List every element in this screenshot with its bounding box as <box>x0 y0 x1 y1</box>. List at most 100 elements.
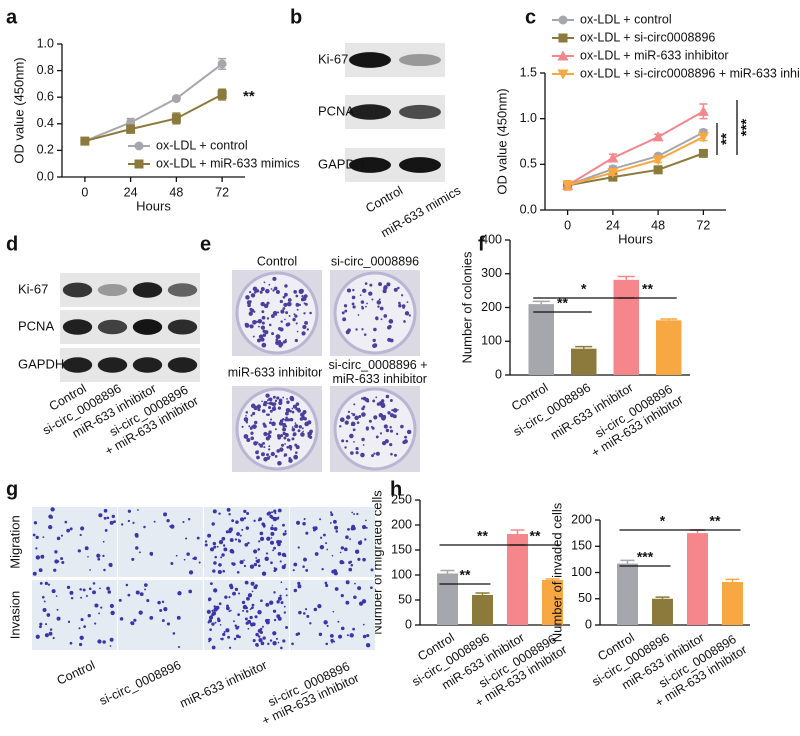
colony <box>383 314 388 318</box>
error-bar <box>655 596 670 599</box>
colony <box>270 451 275 457</box>
cell <box>345 600 350 605</box>
colony <box>282 396 285 399</box>
cell <box>272 609 277 613</box>
colony <box>276 396 280 400</box>
colony <box>371 298 374 301</box>
colony <box>268 323 272 327</box>
colony <box>296 330 299 333</box>
legend-label: ox-LDL + control <box>156 138 248 152</box>
cell <box>349 633 354 638</box>
micrograph <box>118 507 203 577</box>
cell <box>228 596 231 599</box>
cell <box>318 632 323 637</box>
cell <box>216 545 219 548</box>
panel-label: h <box>390 478 402 500</box>
cell <box>135 546 139 550</box>
cell <box>331 641 333 644</box>
colony <box>369 283 373 287</box>
marker <box>217 90 227 100</box>
y-axis-label: OD value (450nm) <box>494 88 509 194</box>
x-tick-label: 24 <box>606 218 620 232</box>
x-tick-label: 72 <box>696 218 710 232</box>
cell <box>80 526 85 531</box>
colony <box>261 400 263 403</box>
cell <box>231 550 235 554</box>
cell <box>209 628 212 631</box>
colony <box>268 455 271 458</box>
cell <box>282 639 286 643</box>
cell <box>119 617 124 621</box>
cell <box>313 607 318 612</box>
cell <box>66 585 71 590</box>
cell <box>94 622 97 625</box>
cell <box>272 640 277 646</box>
colony <box>261 443 263 446</box>
colony <box>259 290 263 294</box>
cell <box>339 559 344 565</box>
cell <box>212 569 216 573</box>
error-bar <box>532 300 550 305</box>
cell <box>211 609 214 612</box>
cell <box>265 552 269 555</box>
cell <box>243 564 247 568</box>
colony <box>375 316 379 320</box>
cell <box>218 602 222 606</box>
cell <box>192 557 195 560</box>
cell <box>42 536 45 539</box>
colony <box>249 300 252 303</box>
colony <box>284 433 288 436</box>
panel-label: e <box>200 233 211 255</box>
cell <box>255 632 259 637</box>
cell <box>283 605 286 608</box>
cell <box>169 525 172 528</box>
bar <box>507 534 528 625</box>
cell <box>35 535 39 540</box>
colony <box>301 295 304 298</box>
cell <box>245 526 250 530</box>
colony <box>378 298 381 301</box>
cell <box>230 609 232 612</box>
cell <box>208 619 213 623</box>
cell <box>277 596 282 601</box>
cell <box>291 642 294 646</box>
cell <box>229 585 234 590</box>
cell <box>284 530 287 533</box>
colony <box>389 338 394 343</box>
colony <box>361 437 365 442</box>
cell <box>282 532 286 536</box>
cell <box>50 507 55 512</box>
cell <box>279 560 282 563</box>
cell <box>284 563 287 566</box>
cell <box>267 642 270 646</box>
colony <box>265 393 270 398</box>
colony <box>400 424 404 429</box>
colony <box>352 428 356 432</box>
cell <box>166 518 170 523</box>
cell <box>40 554 45 559</box>
cell <box>163 607 168 612</box>
colony <box>390 452 393 456</box>
series-line <box>84 93 223 143</box>
colony <box>277 311 280 314</box>
cell <box>354 549 360 554</box>
marker <box>607 168 619 179</box>
colony <box>296 308 299 311</box>
colony <box>266 413 269 416</box>
colony <box>366 302 368 305</box>
micrograph <box>32 580 117 650</box>
cell <box>127 519 131 523</box>
blot-band <box>399 157 441 173</box>
colony <box>306 328 309 331</box>
colony <box>282 427 286 432</box>
colony <box>268 283 271 286</box>
y-tick-label: 150 <box>391 542 412 556</box>
cell <box>84 546 89 551</box>
cell <box>213 607 218 612</box>
cell <box>229 538 234 543</box>
cell <box>137 509 139 511</box>
cell <box>69 590 74 595</box>
cell <box>66 528 71 533</box>
cell <box>108 562 113 567</box>
